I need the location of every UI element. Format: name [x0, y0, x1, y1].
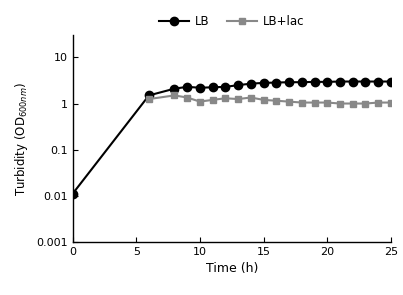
- Legend: LB, LB+lac: LB, LB+lac: [155, 10, 309, 33]
- LB: [210, 86, 215, 89]
- LB: [299, 81, 304, 84]
- LB+lac: [147, 97, 152, 101]
- LB+lac: [261, 98, 266, 102]
- LB: [388, 80, 393, 83]
- LB+lac: [338, 102, 343, 105]
- LB: [338, 80, 343, 83]
- LB+lac: [312, 101, 317, 104]
- Line: LB+lac: LB+lac: [145, 92, 395, 107]
- Line: LB: LB: [69, 77, 395, 198]
- LB: [147, 94, 152, 97]
- LB+lac: [185, 96, 189, 99]
- LB: [376, 80, 380, 83]
- LB+lac: [274, 99, 279, 102]
- LB+lac: [299, 101, 304, 104]
- LB+lac: [236, 97, 241, 101]
- LB: [70, 192, 75, 196]
- Y-axis label: Turbidity (OD$_{600nm}$): Turbidity (OD$_{600nm}$): [13, 82, 31, 196]
- LB: [287, 81, 291, 84]
- LB: [363, 80, 368, 83]
- LB+lac: [325, 101, 330, 104]
- LB+lac: [172, 94, 177, 97]
- LB: [261, 81, 266, 85]
- X-axis label: Time (h): Time (h): [206, 262, 258, 275]
- LB: [312, 80, 317, 83]
- LB+lac: [287, 100, 291, 103]
- LB: [248, 82, 253, 86]
- LB+lac: [363, 102, 368, 105]
- LB: [325, 80, 330, 83]
- LB+lac: [388, 101, 393, 104]
- LB: [185, 85, 189, 88]
- LB: [197, 86, 202, 89]
- LB+lac: [248, 96, 253, 99]
- LB+lac: [376, 101, 380, 104]
- LB: [172, 87, 177, 91]
- LB+lac: [350, 102, 355, 105]
- LB+lac: [210, 98, 215, 102]
- LB: [236, 83, 241, 87]
- LB: [223, 85, 228, 88]
- LB+lac: [197, 100, 202, 103]
- LB: [274, 81, 279, 84]
- LB: [350, 80, 355, 83]
- LB+lac: [223, 96, 228, 100]
